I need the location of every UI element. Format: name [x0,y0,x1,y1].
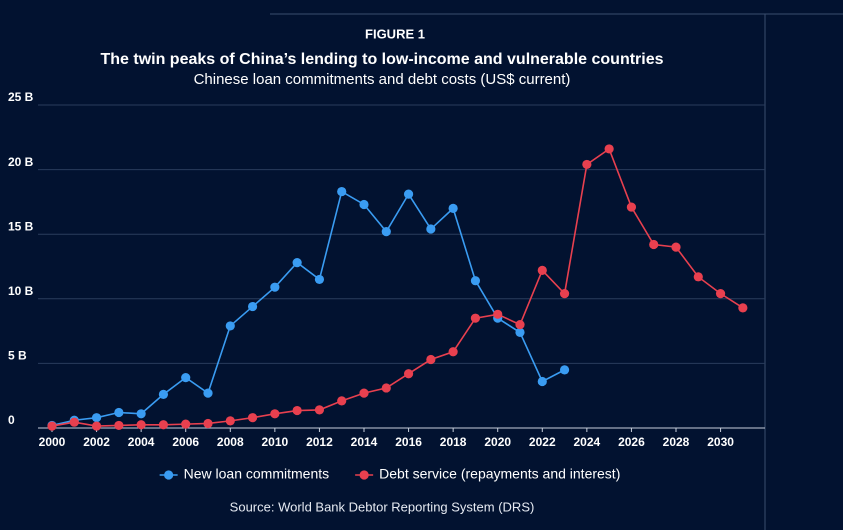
data-point [114,407,124,418]
data-point [69,417,79,427]
data-point [470,313,481,323]
data-point [604,144,614,154]
data-point [359,199,369,210]
data-point [738,303,748,313]
data-point [559,289,570,299]
data-point [426,354,436,365]
x-tick-label: 2002 [83,435,110,449]
x-tick-label: 2020 [484,435,511,449]
x-tick-label: 2028 [663,435,690,449]
legend-label: New loan commitments [184,466,330,482]
data-point [337,186,347,197]
data-point [158,389,169,400]
data-point [47,421,57,431]
data-point [359,388,369,398]
data-point [671,242,681,252]
data-point [693,272,703,282]
data-point [203,418,213,429]
data-point [337,396,347,406]
data-point [448,203,458,213]
data-point [537,376,547,387]
x-tick-label: 2018 [440,435,467,449]
x-tick-label: 2012 [306,435,333,449]
data-point [715,289,726,299]
data-point [515,320,525,330]
data-point [559,365,570,375]
data-point [114,420,124,431]
data-point [136,409,146,419]
source-note: Source: World Bank Debtor Reporting Syst… [230,499,535,514]
data-point [448,347,458,357]
data-point [515,327,525,337]
data-point [247,301,258,312]
data-point [181,373,191,383]
y-tick-label: 0 [8,413,15,427]
x-tick-label: 2006 [172,435,199,449]
chart-title: The twin peaks of China’s lending to low… [100,51,663,68]
x-tick-label: 2010 [262,435,289,449]
data-point [403,369,414,379]
figure-label: FIGURE 1 [365,26,425,41]
x-tick-label: 2026 [618,435,645,449]
data-point [225,321,235,331]
legend-marker [164,470,174,480]
y-tick-label: 10 B [8,284,34,298]
x-tick-label: 2022 [529,435,556,449]
data-point [181,419,191,429]
data-point [158,420,169,430]
data-point [470,276,481,286]
x-tick-label: 2030 [707,435,734,449]
chart-subtitle: Chinese loan commitments and debt costs … [194,71,571,88]
data-point [381,383,391,393]
data-point [247,413,258,423]
data-point [493,309,503,319]
data-point [582,159,592,170]
x-tick-label: 2024 [574,435,601,449]
data-point [225,416,235,426]
y-tick-label: 20 B [8,155,34,169]
y-tick-label: 5 B [8,349,27,363]
data-point [314,405,325,415]
data-point [270,409,280,419]
x-tick-label: 2008 [217,435,244,449]
data-point [91,421,102,431]
data-point [403,189,414,199]
data-point [292,258,302,268]
legend-label: Debt service (repayments and interest) [379,466,620,482]
x-tick-label: 2000 [39,435,66,449]
x-tick-label: 2014 [351,435,378,449]
data-point [626,202,637,212]
data-point [136,420,146,430]
data-point [91,413,102,423]
data-point [381,227,391,237]
y-tick-label: 25 B [8,90,34,104]
y-tick-label: 15 B [8,219,34,233]
data-point [203,388,213,398]
data-point [649,239,659,250]
data-point [426,224,436,234]
data-point [292,405,302,416]
data-point [537,265,547,275]
x-tick-label: 2004 [128,435,155,449]
data-point [270,282,280,292]
x-tick-label: 2016 [395,435,422,449]
data-point [314,274,325,285]
legend-marker [359,470,369,480]
